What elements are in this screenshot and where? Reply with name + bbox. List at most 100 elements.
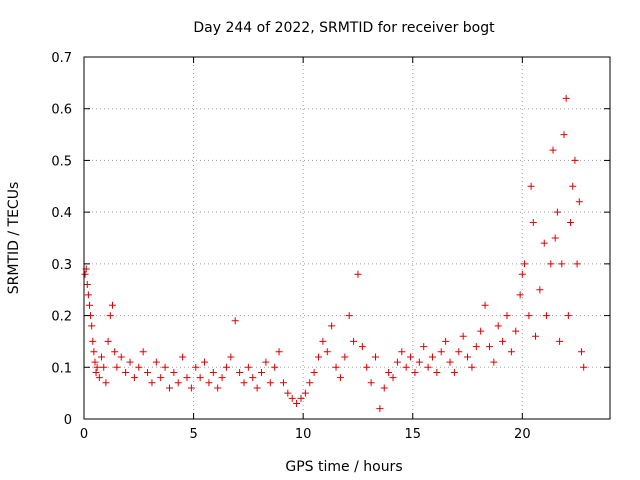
data-point (580, 363, 588, 371)
data-point (152, 358, 160, 366)
data-point (91, 358, 99, 366)
y-tick-label: 0.2 (51, 310, 72, 325)
data-point (468, 363, 476, 371)
data-point (201, 358, 209, 366)
data-point (106, 312, 114, 320)
data-point (170, 368, 178, 376)
data-point (558, 260, 566, 268)
data-point (516, 291, 524, 299)
data-point (556, 337, 564, 345)
data-point (402, 363, 410, 371)
data-point (553, 208, 561, 216)
data-point (222, 363, 230, 371)
y-tick-label: 0.7 (51, 51, 72, 66)
data-point (81, 270, 89, 278)
data-point (214, 384, 222, 392)
data-point (253, 384, 261, 392)
axis-ticks (83, 56, 610, 420)
data-point (547, 260, 555, 268)
data-point (266, 379, 274, 387)
data-point (569, 182, 577, 190)
data-point (560, 131, 568, 139)
data-point (100, 363, 108, 371)
data-point (93, 363, 101, 371)
data-point (518, 270, 526, 278)
data-point (319, 337, 327, 345)
data-point (428, 353, 436, 361)
data-point (205, 379, 213, 387)
data-point (328, 322, 336, 330)
data-point (433, 368, 441, 376)
data-point (297, 394, 305, 402)
data-point (271, 363, 279, 371)
data-point (503, 312, 511, 320)
data-point (380, 384, 388, 392)
data-point (122, 368, 130, 376)
data-point (507, 348, 515, 356)
data-point (306, 379, 314, 387)
data-point (240, 379, 248, 387)
data-point (196, 374, 204, 382)
data-point (464, 353, 472, 361)
data-point (161, 363, 169, 371)
data-point (437, 348, 445, 356)
data-point (529, 218, 537, 226)
data-point (358, 343, 366, 351)
x-tick-label: 5 (189, 427, 197, 442)
data-point (209, 368, 217, 376)
data-point (415, 358, 423, 366)
data-point (367, 379, 375, 387)
y-tick-label: 0.6 (51, 103, 72, 118)
data-point (288, 394, 296, 402)
data-point (90, 348, 98, 356)
x-tick-label: 0 (80, 427, 88, 442)
data-point (108, 301, 116, 309)
data-point (481, 301, 489, 309)
chart-title: Day 244 of 2022, SRMTID for receiver bog… (193, 20, 495, 36)
data-point (113, 363, 121, 371)
data-point (527, 182, 535, 190)
data-point (407, 353, 415, 361)
data-point (293, 399, 301, 407)
x-tick-label: 15 (404, 427, 421, 442)
data-point (575, 198, 583, 206)
data-point (244, 363, 252, 371)
data-point (477, 327, 485, 335)
data-point (227, 353, 235, 361)
data-point (525, 312, 533, 320)
x-tick-label: 20 (514, 427, 531, 442)
data-point (350, 337, 358, 345)
data-point (354, 270, 362, 278)
y-tick-label: 0.4 (51, 206, 72, 221)
data-point (455, 348, 463, 356)
data-point (512, 327, 520, 335)
data-point (126, 358, 134, 366)
y-tick-labels: 0 0.1 0.2 0.3 0.4 0.5 0.6 0.7 (51, 51, 72, 428)
data-point (179, 353, 187, 361)
data-point (341, 353, 349, 361)
data-point (218, 374, 226, 382)
data-point (88, 322, 96, 330)
data-point (424, 363, 432, 371)
data-point (148, 379, 156, 387)
data-point (494, 322, 502, 330)
data-point (446, 358, 454, 366)
data-point (564, 312, 572, 320)
data-point (450, 368, 458, 376)
data-point (323, 348, 331, 356)
y-tick-label: 0 (64, 413, 72, 428)
data-point (187, 384, 195, 392)
data-point (562, 94, 570, 102)
data-point (499, 337, 507, 345)
data-point (536, 286, 544, 294)
x-axis-label: GPS time / hours (285, 459, 402, 475)
data-point (84, 291, 92, 299)
data-point (345, 312, 353, 320)
data-point (144, 368, 152, 376)
data-point (183, 374, 191, 382)
x-tick-labels: 0 5 10 15 20 (80, 427, 531, 442)
data-point (571, 156, 579, 164)
data-point (284, 389, 292, 397)
data-point (376, 405, 384, 413)
